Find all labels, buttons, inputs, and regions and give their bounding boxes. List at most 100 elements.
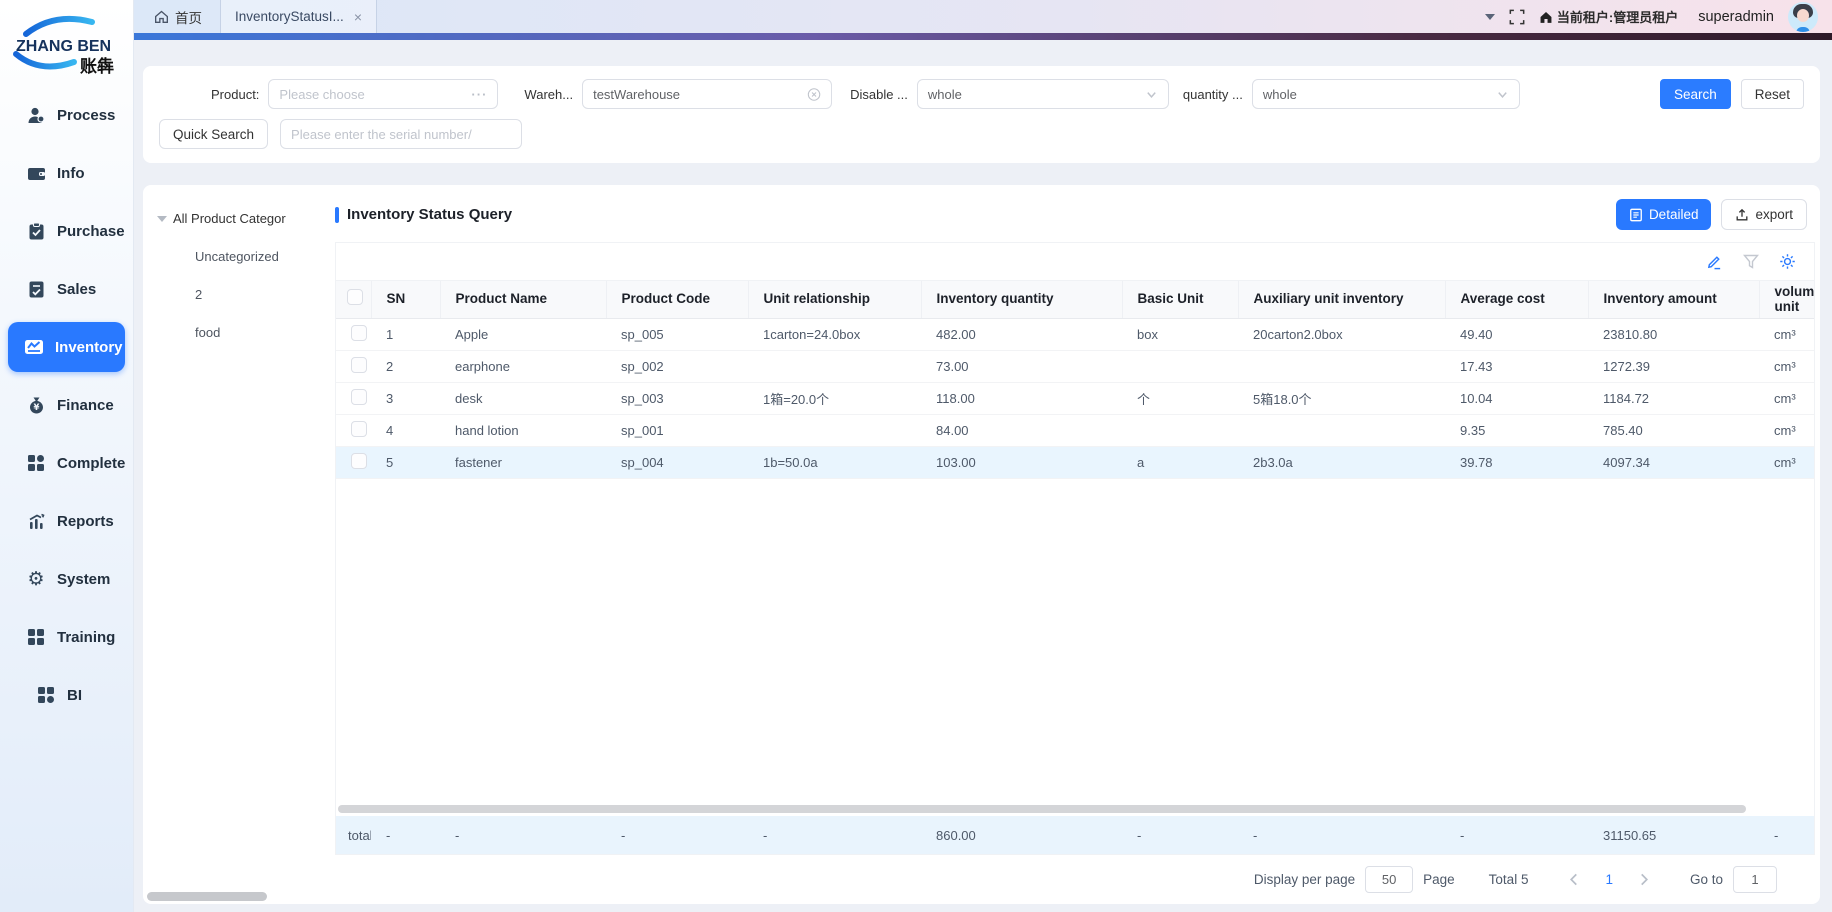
sidebar-item-purchase[interactable]: Purchase	[0, 202, 133, 260]
column-header-sn[interactable]: SN	[371, 281, 440, 318]
page-label: Page	[1423, 872, 1455, 887]
column-header-auxiliary-unit-inventory[interactable]: Auxiliary unit inventory	[1238, 281, 1445, 318]
warehouse-label: Wareh...	[524, 87, 573, 102]
sidebar-item-sales[interactable]: Sales	[0, 260, 133, 318]
column-header-unit-relationship[interactable]: Unit relationship	[748, 281, 921, 318]
total-average-cost: -	[1445, 828, 1588, 843]
product-input[interactable]: ···	[268, 79, 498, 109]
doc-check-icon	[26, 279, 46, 299]
cell-sn: 1	[371, 318, 440, 350]
table-header-row: SN Product Name Product Code Unit relati…	[336, 281, 1815, 318]
cell-auxiliary-unit-inventory	[1238, 350, 1445, 382]
close-icon[interactable]: ×	[354, 9, 362, 25]
fullscreen-icon[interactable]	[1509, 9, 1525, 25]
page-size-input[interactable]	[1365, 866, 1413, 893]
sidebar-item-process[interactable]: Process	[0, 86, 133, 144]
table-toolbar	[336, 243, 1814, 281]
tab-doc-label: InventoryStatusI...	[235, 9, 344, 24]
column-header-product-name[interactable]: Product Name	[440, 281, 606, 318]
row-checkbox[interactable]	[351, 357, 367, 373]
tab-home-label: 首页	[175, 7, 202, 27]
column-header-inventory-quantity[interactable]: Inventory quantity	[921, 281, 1122, 318]
warehouse-input-field[interactable]	[593, 87, 807, 102]
sidebar-item-finance[interactable]: ¥ Finance	[0, 376, 133, 434]
sidebar-item-inventory[interactable]: Inventory	[8, 322, 125, 372]
cell-product-code: sp_001	[606, 414, 748, 446]
table-row[interactable]: 3 desk sp_003 1箱=20.0个 118.00 个 5箱18.0个 …	[336, 382, 1815, 414]
table-row[interactable]: 2 earphone sp_002 73.00 17.43 1272.39	[336, 350, 1815, 382]
current-page[interactable]: 1	[1595, 872, 1623, 887]
search-button[interactable]: Search	[1660, 79, 1731, 109]
quantity-label: quantity ...	[1183, 87, 1243, 102]
cell-basic-unit	[1122, 414, 1238, 446]
next-page-icon[interactable]	[1633, 873, 1656, 886]
row-checkbox[interactable]	[351, 389, 367, 405]
sidebar-item-label: Inventory	[55, 339, 123, 356]
quantity-select[interactable]: whole	[1252, 79, 1520, 109]
column-header-product-code[interactable]: Product Code	[606, 281, 748, 318]
table-row[interactable]: 4 hand lotion sp_001 84.00 9.35 785.40	[336, 414, 1815, 446]
cell-auxiliary-unit-inventory: 2b3.0a	[1238, 446, 1445, 478]
cell-average-cost: 49.40	[1445, 318, 1588, 350]
avatar[interactable]	[1788, 2, 1818, 32]
reset-button[interactable]: Reset	[1741, 79, 1804, 109]
tree-horizontal-scrollbar[interactable]	[147, 892, 267, 901]
display-per-page-label: Display per page	[1254, 872, 1355, 887]
cell-product-name: hand lotion	[440, 414, 606, 446]
sidebar-item-info[interactable]: Info	[0, 144, 133, 202]
tree-item-2[interactable]: 2	[195, 287, 335, 302]
category-tree: All Product Categor Uncategorized 2 food	[143, 185, 335, 904]
quick-search-button[interactable]: Quick Search	[159, 119, 268, 149]
previous-page-icon[interactable]	[1562, 873, 1585, 886]
cell-inventory-amount: 785.40	[1588, 414, 1759, 446]
sidebar-item-bi[interactable]: BI	[0, 666, 133, 724]
row-checkbox[interactable]	[351, 453, 367, 469]
goto-page-input[interactable]	[1733, 866, 1777, 893]
chevron-down-icon[interactable]	[1485, 14, 1495, 20]
tab-home[interactable]: 首页	[134, 0, 220, 33]
quick-search-input-field[interactable]	[291, 127, 511, 142]
warehouse-input[interactable]	[582, 79, 832, 109]
scrollbar-thumb[interactable]	[338, 805, 1746, 813]
tenant-label: 当前租户:管理员租户	[1557, 7, 1678, 26]
row-checkbox[interactable]	[351, 421, 367, 437]
sidebar-item-complete[interactable]: Complete	[0, 434, 133, 492]
disable-select[interactable]: whole	[917, 79, 1169, 109]
column-header-inventory-amount[interactable]: Inventory amount	[1588, 281, 1759, 318]
filter-funnel-icon[interactable]	[1743, 254, 1759, 270]
table-row[interactable]: 1 Apple sp_005 1carton=24.0box 482.00 bo…	[336, 318, 1815, 350]
column-header-basic-unit[interactable]: Basic Unit	[1122, 281, 1238, 318]
quick-search-input[interactable]	[280, 119, 522, 149]
table-row-selected[interactable]: 5 fastener sp_004 1b=50.0a 103.00 a 2b3.…	[336, 446, 1815, 478]
username[interactable]: superadmin	[1698, 9, 1774, 25]
goto-label: Go to	[1690, 872, 1723, 887]
tree-expand-caret-icon[interactable]	[157, 216, 167, 222]
row-checkbox[interactable]	[351, 325, 367, 341]
tree-root-all-categories[interactable]: All Product Categor	[157, 211, 335, 226]
more-options-icon[interactable]: ···	[471, 87, 487, 102]
sidebar-item-reports[interactable]: Reports	[0, 492, 133, 550]
tree-item-uncategorized[interactable]: Uncategorized	[195, 249, 335, 264]
sidebar-item-system[interactable]: ⚙ System	[0, 550, 133, 608]
column-header-volume-unit[interactable]: volume unit	[1759, 281, 1815, 318]
tenant-info[interactable]: 当前租户:管理员租户	[1539, 7, 1678, 26]
tree-root-label: All Product Categor	[173, 211, 286, 226]
clear-icon[interactable]	[807, 87, 821, 102]
product-input-field[interactable]	[279, 87, 471, 102]
cell-average-cost: 9.35	[1445, 414, 1588, 446]
settings-gear-icon[interactable]	[1779, 253, 1796, 270]
cell-volume-unit: cm³	[1759, 350, 1815, 382]
grid-icon	[26, 453, 46, 473]
detailed-button[interactable]: Detailed	[1616, 199, 1712, 230]
column-header-average-cost[interactable]: Average cost	[1445, 281, 1588, 318]
sidebar-item-label: Training	[57, 629, 115, 646]
select-all-checkbox[interactable]	[347, 289, 363, 305]
edit-icon[interactable]	[1706, 253, 1723, 270]
svg-text:ZHANG BEN: ZHANG BEN	[16, 38, 111, 55]
sidebar-item-label: Finance	[57, 397, 114, 414]
tree-item-food[interactable]: food	[195, 325, 335, 340]
tab-inventory-status[interactable]: InventoryStatusI... ×	[220, 0, 377, 33]
export-button[interactable]: export	[1721, 199, 1807, 230]
sidebar-item-training[interactable]: Training	[0, 608, 133, 666]
quantity-select-value: whole	[1263, 87, 1297, 102]
